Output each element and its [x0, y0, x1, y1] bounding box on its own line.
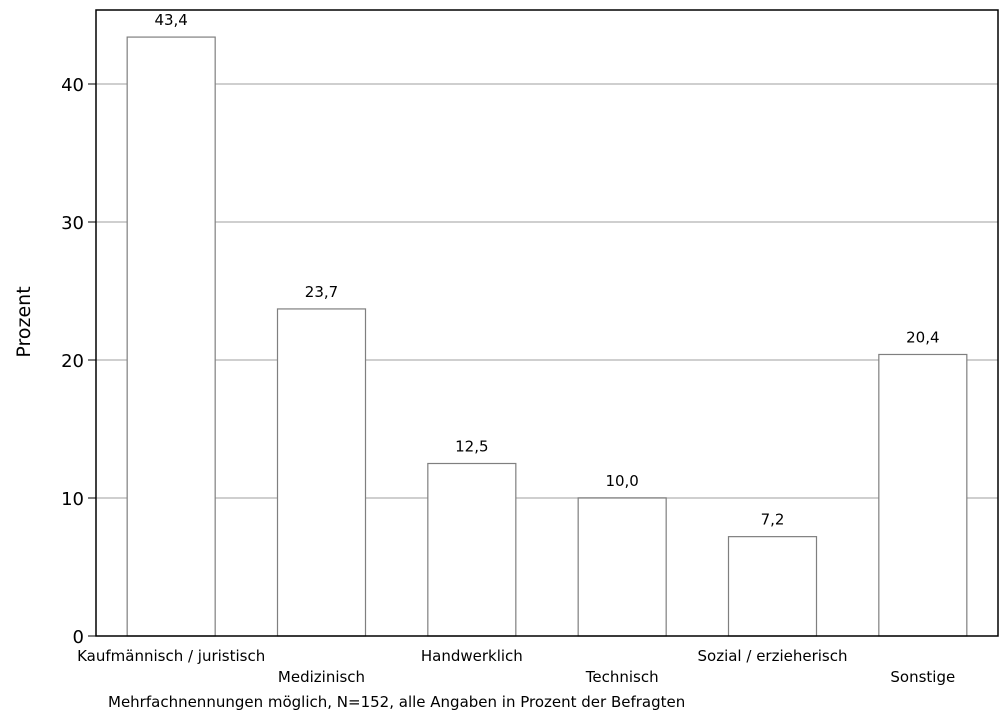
y-tick-label: 10 [61, 489, 84, 510]
y-axis-title: Prozent [13, 286, 35, 357]
x-category-label: Sozial / erzieherisch [698, 647, 848, 665]
data-label: 20,4 [906, 328, 939, 346]
y-tick-label: 0 [73, 627, 84, 648]
x-category-label: Kaufmännisch / juristisch [77, 647, 265, 665]
y-tick-label: 30 [61, 213, 84, 234]
bar [276, 308, 367, 637]
x-category-label: Technisch [585, 668, 659, 686]
gridlines [96, 83, 998, 499]
bar [577, 497, 667, 637]
bar [126, 36, 216, 637]
data-label: 7,2 [761, 511, 785, 529]
data-label: 12,5 [455, 438, 488, 456]
bar [727, 536, 818, 637]
labels: 43,4 Kaufmännisch / juristisch 23,7 Medizin… [77, 11, 955, 686]
footnote: Mehrfachnennungen möglich, N=152, alle A… [108, 693, 686, 711]
x-category-label: Sonstige [890, 668, 955, 686]
data-label: 23,7 [305, 283, 338, 301]
data-label: 10,0 [605, 472, 638, 490]
axes: 0 10 20 30 40 [61, 9, 999, 648]
plot-frame [95, 9, 999, 637]
data-label: 43,4 [154, 11, 187, 29]
y-tick-label: 40 [61, 75, 84, 96]
y-tick-label: 20 [61, 351, 84, 372]
bars [126, 36, 968, 637]
x-category-label: Medizinisch [278, 668, 365, 686]
bar [878, 353, 968, 637]
x-category-label: Handwerklich [421, 647, 523, 665]
bar [427, 462, 517, 637]
